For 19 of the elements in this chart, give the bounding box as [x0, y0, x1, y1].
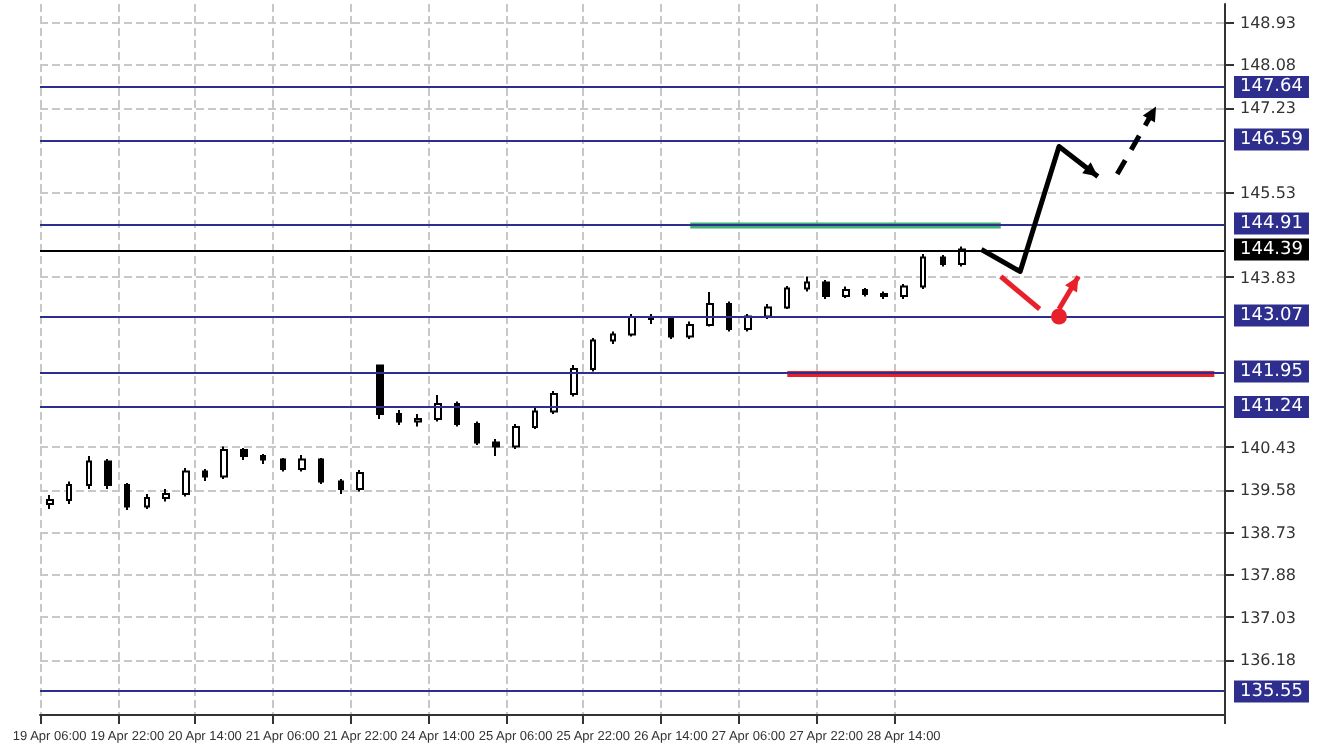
y-tick-label: 143.83 — [1240, 268, 1296, 287]
y-tick-label: 140.43 — [1240, 438, 1296, 457]
y-tick-label: 148.08 — [1240, 56, 1296, 74]
y-tick-label: 139.58 — [1240, 481, 1296, 499]
ref-line-label: 147.64 — [1240, 77, 1304, 97]
ref-line-label: 143.07 — [1240, 305, 1303, 326]
ref-line-label: 141.95 — [1240, 361, 1303, 382]
y-tick-label: 145.53 — [1240, 183, 1296, 202]
y-tick-label: 148.93 — [1240, 13, 1296, 32]
ref-line-label: 146.59 — [1240, 129, 1304, 150]
y-tick-label: 147.23 — [1240, 98, 1296, 117]
ref-line-label: 135.55 — [1240, 681, 1303, 702]
y-tick-label: 138.73 — [1240, 523, 1296, 542]
y-tick-label: 137.88 — [1240, 566, 1296, 584]
y-tick-label: 136.18 — [1240, 651, 1296, 669]
y-tick-label: 137.03 — [1240, 608, 1296, 627]
ref-line-label: 144.39 — [1240, 239, 1304, 260]
ref-line-label: 141.24 — [1240, 397, 1304, 417]
ref-line-label: 144.91 — [1240, 213, 1303, 234]
